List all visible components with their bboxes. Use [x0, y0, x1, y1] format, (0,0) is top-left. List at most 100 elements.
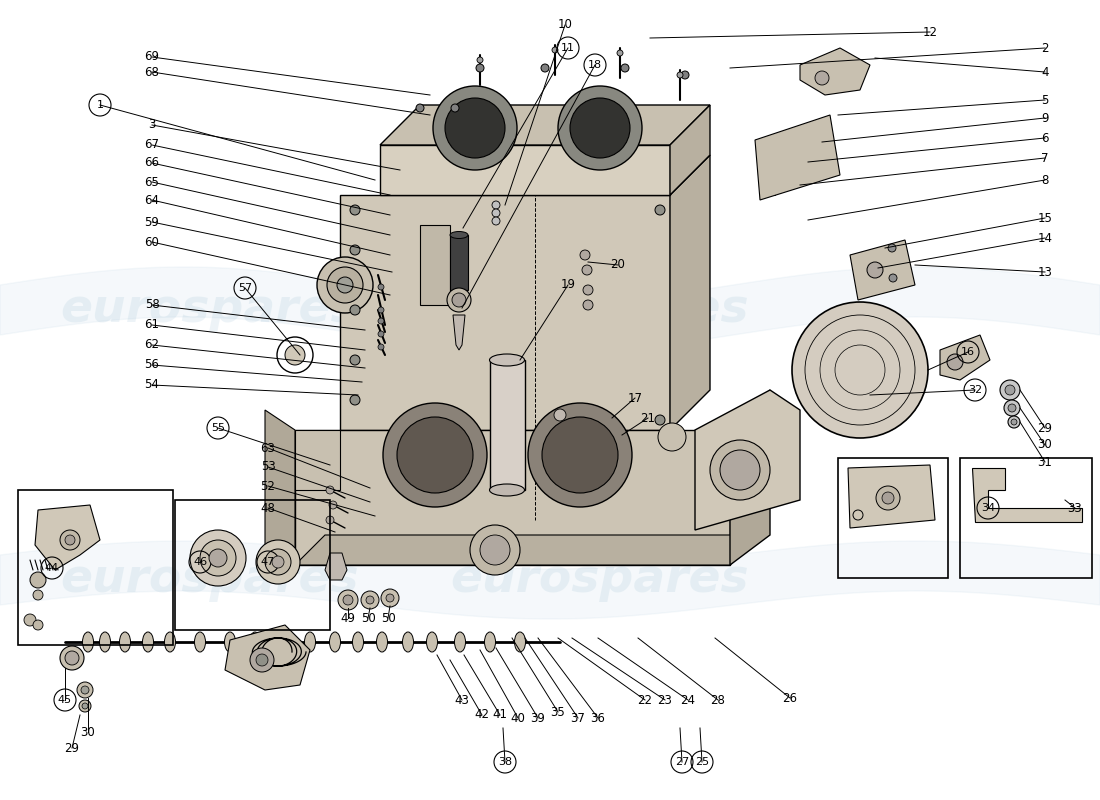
Polygon shape	[340, 195, 670, 430]
Polygon shape	[670, 155, 710, 430]
Text: 29: 29	[1037, 422, 1053, 434]
Ellipse shape	[143, 632, 154, 652]
Text: 37: 37	[571, 711, 585, 725]
Text: 30: 30	[1037, 438, 1053, 451]
Ellipse shape	[224, 632, 235, 652]
Circle shape	[326, 516, 334, 524]
Circle shape	[256, 654, 268, 666]
Text: 28: 28	[711, 694, 725, 706]
Circle shape	[433, 86, 517, 170]
Circle shape	[492, 217, 500, 225]
Circle shape	[378, 331, 384, 337]
Text: 40: 40	[510, 711, 526, 725]
Circle shape	[200, 540, 236, 576]
Circle shape	[542, 417, 618, 493]
Circle shape	[889, 274, 896, 282]
Polygon shape	[295, 430, 730, 565]
Text: 8: 8	[1042, 174, 1048, 186]
Circle shape	[654, 415, 666, 425]
Bar	[18, 490, 173, 645]
Circle shape	[33, 590, 43, 600]
Circle shape	[24, 614, 36, 626]
Polygon shape	[670, 155, 710, 195]
Circle shape	[383, 403, 487, 507]
Ellipse shape	[82, 632, 94, 652]
Circle shape	[337, 277, 353, 293]
Circle shape	[60, 530, 80, 550]
Circle shape	[554, 409, 566, 421]
Ellipse shape	[490, 484, 525, 496]
Bar	[490, 360, 525, 490]
Text: 24: 24	[681, 694, 695, 706]
Circle shape	[378, 307, 384, 313]
Circle shape	[397, 417, 473, 493]
Ellipse shape	[195, 632, 206, 652]
Ellipse shape	[250, 632, 261, 652]
Circle shape	[190, 530, 246, 586]
Text: 60: 60	[144, 235, 159, 249]
Circle shape	[792, 302, 928, 438]
Ellipse shape	[330, 632, 341, 652]
Circle shape	[676, 72, 683, 78]
Text: 21: 21	[640, 411, 656, 425]
Circle shape	[582, 265, 592, 275]
Circle shape	[583, 285, 593, 295]
Circle shape	[350, 305, 360, 315]
Text: 63: 63	[261, 442, 275, 454]
Circle shape	[617, 50, 623, 56]
Ellipse shape	[450, 231, 468, 238]
Circle shape	[552, 47, 558, 53]
Ellipse shape	[305, 632, 316, 652]
Text: 56: 56	[144, 358, 159, 371]
Circle shape	[452, 293, 466, 307]
Text: 22: 22	[638, 694, 652, 706]
Ellipse shape	[515, 632, 526, 652]
Circle shape	[470, 525, 520, 575]
Circle shape	[558, 86, 642, 170]
Circle shape	[350, 395, 360, 405]
Circle shape	[882, 492, 894, 504]
Text: 3: 3	[148, 118, 156, 131]
Circle shape	[378, 344, 384, 350]
Circle shape	[60, 646, 84, 670]
Circle shape	[327, 267, 363, 303]
Circle shape	[451, 104, 459, 112]
Ellipse shape	[165, 632, 176, 652]
Circle shape	[1005, 385, 1015, 395]
Text: 25: 25	[695, 757, 710, 767]
Polygon shape	[295, 430, 340, 490]
Circle shape	[272, 556, 284, 568]
Text: 16: 16	[961, 347, 975, 357]
Circle shape	[209, 549, 227, 567]
Polygon shape	[850, 240, 915, 300]
Text: 19: 19	[561, 278, 575, 291]
Circle shape	[681, 71, 689, 79]
Text: 33: 33	[1068, 502, 1082, 514]
Text: 11: 11	[561, 43, 575, 53]
Text: 18: 18	[587, 60, 602, 70]
Text: 26: 26	[782, 691, 797, 705]
Circle shape	[317, 257, 373, 313]
Text: 9: 9	[1042, 111, 1048, 125]
Polygon shape	[670, 105, 710, 195]
Bar	[175, 500, 330, 630]
Circle shape	[250, 648, 274, 672]
Text: 53: 53	[261, 461, 275, 474]
Circle shape	[541, 64, 549, 72]
Text: 47: 47	[261, 557, 275, 567]
Polygon shape	[695, 390, 800, 530]
Circle shape	[1008, 404, 1016, 412]
Circle shape	[416, 104, 424, 112]
Text: 42: 42	[474, 709, 490, 722]
Circle shape	[654, 205, 666, 215]
Circle shape	[256, 540, 300, 584]
Polygon shape	[379, 105, 710, 145]
Circle shape	[350, 205, 360, 215]
Circle shape	[350, 355, 360, 365]
Circle shape	[710, 440, 770, 500]
Circle shape	[386, 594, 394, 602]
Circle shape	[77, 682, 94, 698]
Bar	[450, 235, 468, 290]
Polygon shape	[940, 335, 990, 380]
Polygon shape	[848, 465, 935, 528]
